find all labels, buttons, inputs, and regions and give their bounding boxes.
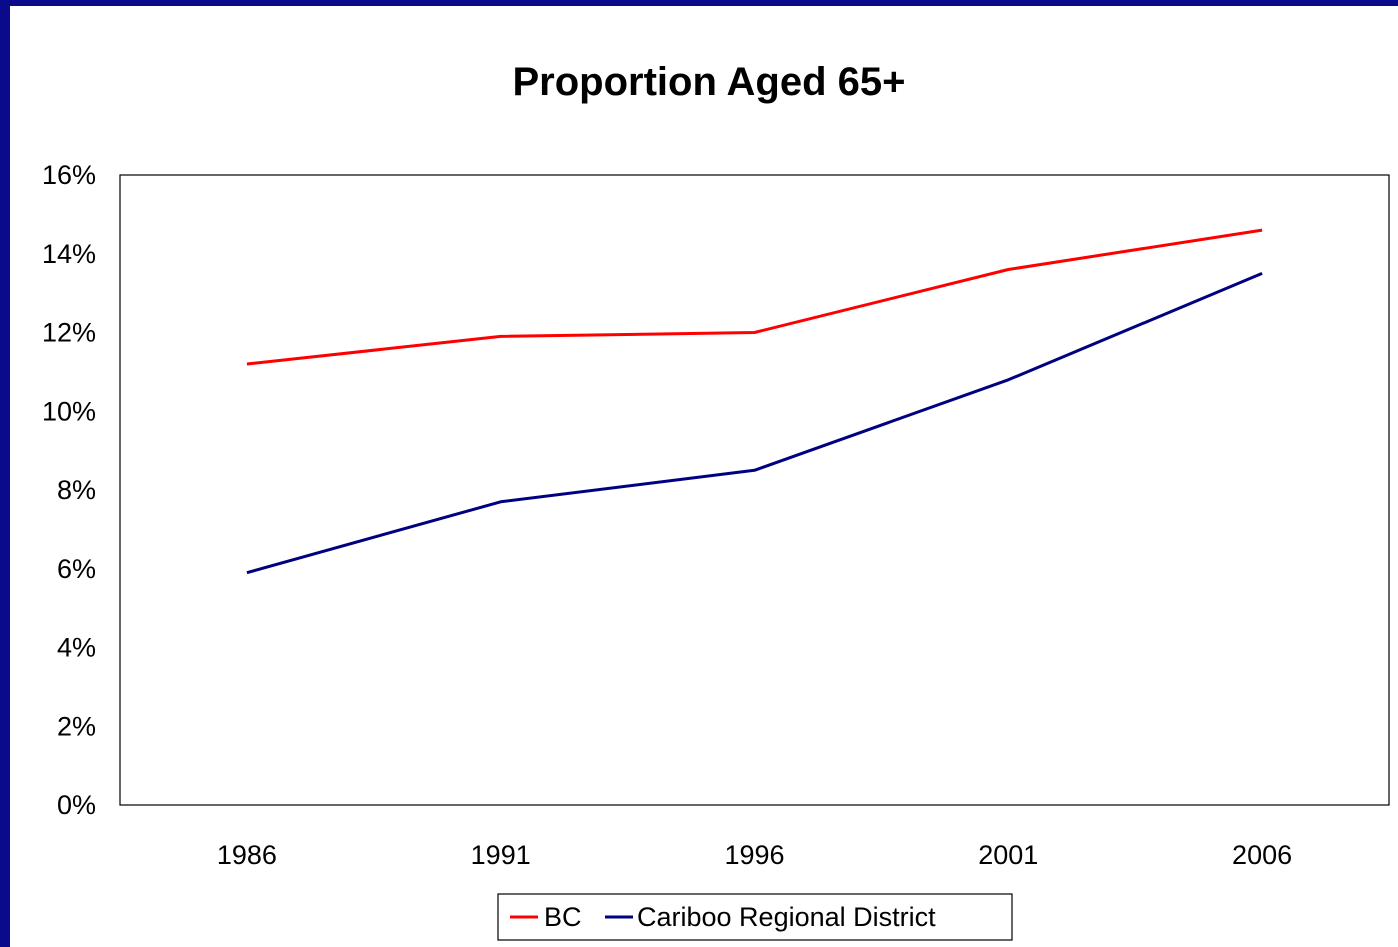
x-tick-label: 2001 [978,840,1038,870]
x-tick-label: 1986 [217,840,277,870]
x-tick-label: 1996 [724,840,784,870]
series-line-bc [246,228,1263,366]
y-tick-label: 0% [57,790,96,820]
legend-label-cariboo: Cariboo Regional District [637,902,936,932]
y-tick-label: 6% [57,554,96,584]
slide-background: Proportion Aged 65+ 0% 2% 4% 6% 8% 10% 12% 14% 1… [10,6,1398,947]
chart-title: Proportion Aged 65+ [512,60,905,104]
x-tick-label: 1991 [471,840,531,870]
legend: BC Cariboo Regional District [497,893,1013,941]
y-tick-label: 8% [57,475,96,505]
y-tick-label: 16% [42,160,96,190]
series-lines [246,228,1263,575]
plot-area [119,174,1390,806]
y-tick-label: 14% [42,239,96,269]
legend-label-bc: BC [544,902,582,932]
x-axis-ticks: 1986 1991 1996 2001 2006 [217,840,1292,870]
x-tick-label: 2006 [1232,840,1292,870]
legend-box [497,893,1013,941]
y-tick-label: 10% [42,396,96,426]
y-tick-label: 12% [42,318,96,348]
y-tick-label: 4% [57,633,96,663]
series-line-cariboo [246,272,1263,575]
y-axis-ticks: 0% 2% 4% 6% 8% 10% 12% 14% 16% [42,160,96,820]
y-tick-label: 2% [57,711,96,741]
line-chart: Proportion Aged 65+ 0% 2% 4% 6% 8% 10% 12% 14% 1… [42,60,1390,941]
